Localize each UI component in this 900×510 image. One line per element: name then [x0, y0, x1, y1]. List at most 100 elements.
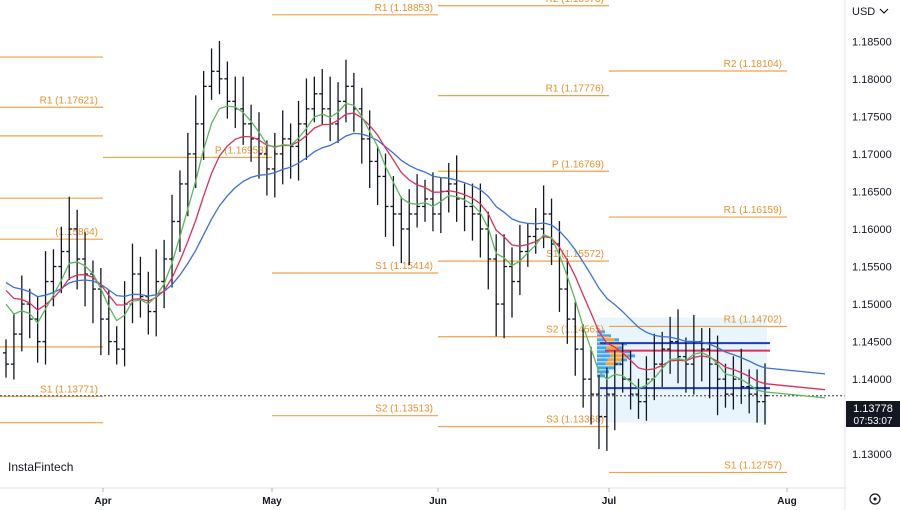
bar-countdown: 07:53:07 — [854, 416, 893, 427]
ohlc-bar — [667, 316, 674, 374]
volume-profile-bar — [597, 330, 605, 334]
volume-profile-value-area — [608, 350, 625, 354]
ohlc-bar — [200, 70, 207, 160]
ohlc-bar — [153, 249, 160, 337]
volume-profile-value-area — [610, 354, 628, 358]
ohlc-bar — [137, 256, 144, 318]
pivot-label-r1-1-18853: R1 (1.18853) — [375, 3, 433, 14]
volume-profile-bar — [597, 334, 611, 338]
ohlc-bar — [303, 78, 310, 160]
pivot-label-s1-1-15414: S1 (1.15414) — [375, 261, 433, 272]
volume-profile-bar — [597, 374, 605, 378]
ohlc-bar — [319, 69, 326, 125]
pivot-label-s2-1-13513: S2 (1.13513) — [375, 404, 433, 415]
volume-profile-bar — [597, 370, 609, 374]
ohlc-bar — [105, 290, 112, 356]
chevron-down-icon[interactable] — [879, 8, 889, 14]
ohlc-bar — [216, 40, 223, 95]
ohlc-bar — [113, 326, 120, 365]
pivot-label-r1-1-17776: R1 (1.17776) — [546, 84, 604, 95]
price-tick-label: 1.17500 — [852, 111, 892, 123]
currency-label[interactable]: USD — [852, 6, 875, 18]
ohlc-bar — [287, 123, 294, 179]
price-tick-label: 1.15000 — [852, 299, 892, 311]
ohlc-bar — [311, 76, 318, 123]
month-label-may: May — [262, 496, 282, 507]
currency-selector[interactable]: USD — [852, 6, 889, 18]
ohlc-bar — [279, 110, 286, 185]
ohlc-bar — [485, 211, 492, 290]
ohlc-bar — [358, 87, 365, 164]
ohlc-bar — [10, 313, 17, 380]
ohlc-bar — [429, 172, 436, 232]
ohlc-bar — [50, 249, 57, 307]
ohlc-bar — [580, 324, 587, 408]
ohlc-bar — [588, 346, 595, 425]
price-tick-label: 1.16000 — [852, 224, 892, 236]
ohlc-bar — [58, 226, 65, 294]
green-moving-average — [5, 102, 826, 399]
ohlc-bar — [366, 110, 373, 189]
ohlc-bar — [406, 189, 413, 266]
ohlc-bar — [248, 104, 255, 162]
ohlc-bar — [532, 207, 539, 254]
ohlc-bar — [501, 234, 508, 339]
ohlc-bar — [540, 185, 547, 249]
price-tick-label: 1.16500 — [852, 186, 892, 198]
pivot-label-r2-1-18104: R2 (1.18104) — [724, 59, 782, 70]
last-price-value: 1.13778 — [853, 403, 893, 415]
price-tick-label: 1.18500 — [852, 36, 892, 48]
logo-bg — [4, 456, 82, 478]
ohlc-bar — [682, 337, 689, 393]
price-tick-label: 1.15500 — [852, 262, 892, 274]
gear-icon[interactable] — [869, 493, 881, 505]
ohlc-bars — [3, 40, 768, 451]
volume-profile-value-area — [604, 338, 615, 342]
ohlc-bar — [192, 95, 199, 189]
ohlc-bar — [469, 183, 476, 241]
blue-moving-average — [5, 132, 826, 375]
ohlc-bar — [74, 209, 81, 290]
ohlc-bar — [3, 339, 9, 378]
ohlc-bar — [706, 328, 713, 399]
pivot-label-p-1-16953: P (1.16953) — [215, 145, 267, 156]
ohlc-bar — [493, 234, 500, 337]
ohlc-bar — [161, 239, 168, 309]
ohlc-bar — [572, 301, 579, 376]
ohlc-bar — [263, 140, 270, 196]
price-tick-label: 1.17000 — [852, 149, 892, 161]
ohlc-bar — [89, 260, 96, 324]
red-moving-average — [5, 112, 826, 391]
pivot-label-s1-1-15572: S1 (1.15572) — [546, 249, 604, 260]
ohlc-bar — [390, 176, 397, 247]
settings-button[interactable] — [869, 493, 881, 505]
gear-icon-center — [873, 497, 877, 501]
ohlc-bar — [762, 363, 768, 425]
pivot-label-p-1-16769: P (1.16769) — [552, 159, 604, 170]
pivot-label-s3-1-13368: S3 (1.13368) — [546, 415, 604, 426]
pivot-label-s1-1-12757: S1 (1.12757) — [724, 460, 782, 471]
price-tick-label: 1.18000 — [852, 74, 892, 86]
ohlc-bar — [516, 224, 523, 296]
ohlc-bar — [169, 194, 176, 288]
volume-profile-value-area — [605, 362, 617, 366]
volume-profile-value-area — [606, 346, 618, 350]
last-price-label: 1.13778 07:53:07 — [846, 401, 900, 427]
pivot-label-r2-1-18973: R2 (1.18973) — [546, 0, 604, 5]
volume-profile — [597, 317, 770, 423]
volume-profile-bar — [597, 366, 615, 370]
pivot-levels: R1 (1.18853) R2 (1.18973) R2 (1.18104) R1 (… — [0, 0, 787, 474]
ohlc-bar — [754, 369, 761, 423]
price-tick-label: 1.14000 — [852, 374, 892, 386]
ohlc-bar — [611, 350, 618, 431]
ohlc-bar — [240, 76, 247, 145]
ohlc-bar — [619, 343, 626, 393]
ohlc-bar — [564, 258, 571, 344]
volume-profile-area — [597, 317, 767, 423]
ohlc-bar — [659, 331, 666, 388]
month-label-jun: Jun — [429, 496, 447, 507]
month-label-jul: Jul — [602, 496, 617, 507]
ohlc-bar — [643, 356, 650, 421]
moving-averages — [5, 102, 826, 399]
